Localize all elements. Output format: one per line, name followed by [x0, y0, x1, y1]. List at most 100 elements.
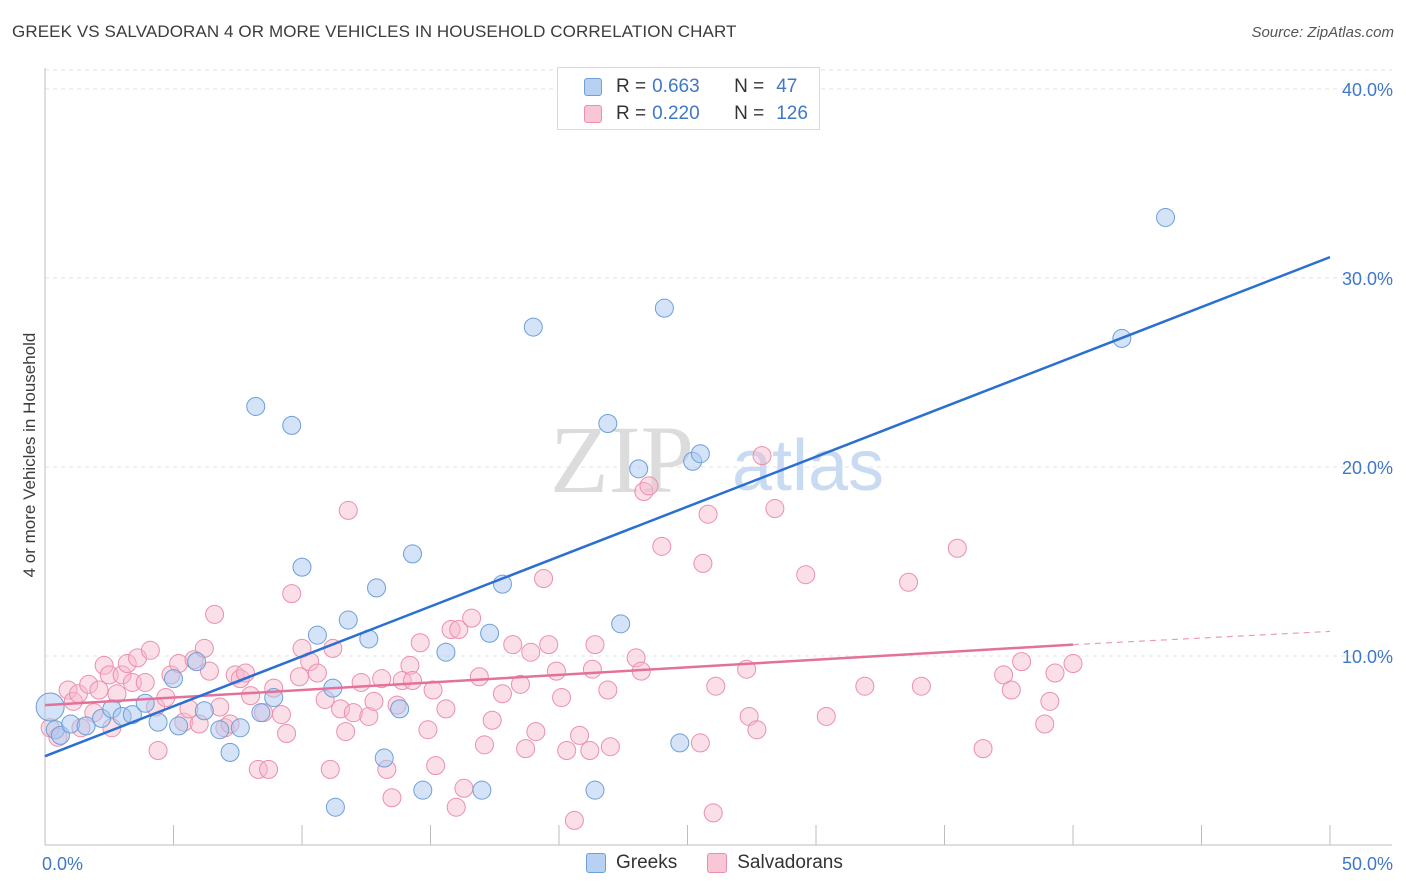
greeks-point	[436, 642, 456, 662]
greeks-n-value: 47	[776, 76, 798, 97]
salvadorans-point	[516, 739, 536, 759]
salvadorans-point	[469, 667, 489, 687]
greeks-trend-line	[44, 255, 1331, 758]
salvadorans-point	[351, 672, 371, 692]
salvadorans-point	[382, 788, 402, 808]
greeks-point	[135, 693, 155, 713]
salvadorans-point	[690, 733, 710, 753]
n-label: N =	[734, 76, 765, 97]
salvadorans-point	[112, 665, 132, 685]
greeks-point	[472, 780, 492, 800]
greeks-point	[194, 701, 214, 721]
salvadorans-legend-label: Salvadorans	[737, 852, 843, 873]
salvadorans-point	[534, 568, 554, 588]
greeks-point	[169, 716, 189, 736]
salvadorans-point	[117, 654, 137, 674]
salvadorans-point	[698, 504, 718, 524]
y-axis-title: 4 or more Vehicles in Household	[20, 332, 39, 578]
salvadorans-point	[639, 476, 659, 496]
salvadorans-point	[454, 778, 474, 798]
greeks-point	[670, 733, 690, 753]
salvadorans-point	[570, 725, 590, 745]
salvadorans-point	[973, 739, 993, 759]
greeks-point	[629, 459, 649, 479]
salvadorans-point	[271, 705, 291, 725]
salvadorans-point	[1035, 714, 1055, 734]
salvadorans-point	[277, 723, 297, 743]
salvadorans-point	[364, 691, 384, 711]
salvadorans-point	[418, 720, 438, 740]
r-label: R =	[616, 103, 647, 124]
salvadorans-point	[140, 640, 160, 660]
salvadorans-point	[449, 620, 469, 640]
salvadorans-swatch	[584, 105, 602, 123]
salvadorans-point	[135, 672, 155, 692]
series-legend: Greeks Salvadorans	[586, 852, 873, 874]
y-tick-label: 30.0%	[1342, 269, 1393, 289]
salvadorans-point	[585, 635, 605, 655]
salvadorans-point	[492, 684, 512, 704]
salvadorans-point	[546, 661, 566, 681]
greeks-point	[282, 415, 302, 435]
greeks-point	[251, 703, 271, 723]
salvadorans-point	[582, 659, 602, 679]
salvadorans-point	[1045, 663, 1065, 683]
legend-item-salvadorans: Salvadorans	[707, 852, 843, 874]
greeks-legend-swatch	[586, 853, 606, 873]
salvadorans-point	[289, 667, 309, 687]
r-label: R =	[616, 76, 647, 97]
salvadorans-point	[94, 655, 114, 675]
salvadorans-point	[580, 740, 600, 760]
greeks-point	[1156, 207, 1176, 227]
greeks-point	[374, 748, 394, 768]
salvadorans-point	[199, 661, 219, 681]
salvadorans-legend-swatch	[707, 853, 728, 873]
greeks-point	[413, 780, 433, 800]
salvadorans-point	[899, 572, 919, 592]
y-tick-label: 20.0%	[1342, 458, 1393, 478]
salvadorans-trend-line	[44, 643, 1074, 707]
salvadorans-point	[307, 663, 327, 683]
salvadorans-point	[403, 671, 423, 691]
salvadorans-point	[320, 759, 340, 779]
salvadorans-point	[911, 676, 931, 696]
salvadorans-point	[557, 740, 577, 760]
salvadorans-point	[338, 500, 358, 520]
salvadorans-point	[462, 608, 482, 628]
salvadorans-point	[446, 797, 466, 817]
n-label: N =	[734, 103, 765, 124]
salvadorans-point	[521, 642, 541, 662]
greeks-point	[598, 413, 618, 433]
salvadorans-point	[372, 669, 392, 689]
salvadorans-point	[441, 620, 461, 640]
salvadorans-point	[205, 604, 225, 624]
x-tick-label-max: 50.0%	[1342, 854, 1393, 874]
salvadorans-point	[241, 686, 261, 706]
salvadorans-point	[148, 740, 168, 760]
salvadorans-point	[634, 482, 654, 502]
y-tick-label: 10.0%	[1342, 647, 1393, 667]
greeks-point	[338, 610, 358, 630]
tick-labels: 10.0% 20.0% 30.0% 40.0% 0.0% 50.0%	[42, 80, 1393, 874]
salvadorans-point	[359, 706, 379, 726]
greeks-point	[122, 705, 142, 725]
salvadorans-point	[248, 759, 268, 779]
greeks-point	[210, 720, 230, 740]
salvadorans-point	[539, 635, 559, 655]
salvadorans-point	[703, 803, 723, 823]
x-tick-label-min: 0.0%	[42, 854, 83, 874]
salvadorans-point	[423, 680, 443, 700]
salvadorans-point	[426, 756, 446, 776]
stats-legend: R = 0.663 N = 47 R = 0.220 N = 126	[557, 67, 820, 130]
salvadorans-trend-extension	[1072, 630, 1331, 646]
salvadorans-point	[706, 676, 726, 696]
greeks-point	[367, 578, 387, 598]
legend-row-salvadorans: R = 0.220 N = 126	[584, 101, 808, 127]
greeks-points	[35, 207, 1176, 817]
salvadorans-point	[855, 676, 875, 696]
salvadorans-point	[693, 553, 713, 573]
salvadorans-point	[482, 710, 502, 730]
salvadorans-point	[436, 699, 456, 719]
greeks-point	[654, 298, 674, 318]
salvadorans-point	[796, 565, 816, 585]
